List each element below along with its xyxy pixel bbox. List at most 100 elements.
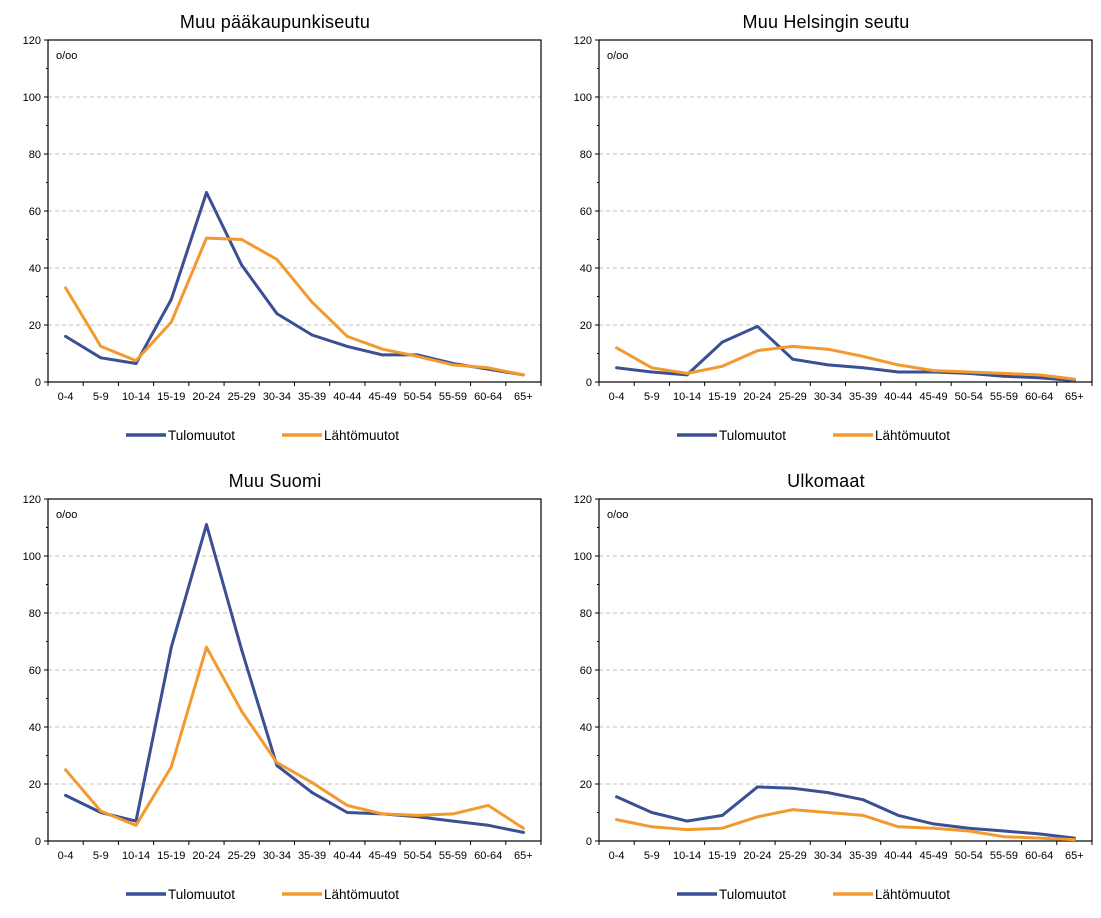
data-point [1002,374,1006,378]
x-tick-label: 35-39 [298,391,326,403]
x-tick-label: 20-24 [192,850,220,862]
data-point [345,803,349,807]
x-tick-label: 55-59 [439,850,467,862]
data-point [756,785,759,789]
x-tick-label: 35-39 [298,850,326,862]
x-tick-label: 15-19 [157,391,185,403]
x-tick-label: 10-14 [673,391,701,403]
data-point [720,826,724,830]
data-point [521,831,525,834]
chart-title: Muu pääkaupunkiseutu [179,12,371,32]
x-tick-label: 10-14 [122,391,150,403]
data-point [720,364,724,368]
unit-label: o/oo [56,50,77,62]
data-point [486,803,490,807]
data-point [416,813,420,817]
data-point [134,359,138,363]
data-point [685,828,689,831]
data-point [521,373,525,377]
data-point [310,791,314,794]
data-point [685,819,689,823]
chart-plot: 0 20 40 60 80 100 120 0-4 5-9 10-14 15-19 20-24 25-2… [574,35,1093,443]
data-point [756,815,759,819]
chart-panel-4: Ulkomaat 0 20 40 60 80 100 120 0-4 5-9 10-14 15-19… [551,459,1101,918]
data-point [650,811,654,814]
x-tick-label: 25-29 [228,391,256,403]
x-tick-label: 55-59 [990,850,1018,862]
data-point [205,191,208,194]
y-tick-label: 60 [580,206,592,218]
legend-item-lahtomuutot-label: Lähtömuutot [875,887,950,902]
x-tick-label: 55-59 [990,391,1018,403]
legend-item-tulomuutot-label: Tulomuutot [719,887,786,902]
data-point [1037,836,1041,840]
data-point [99,344,103,348]
legend-item-lahtomuutot-label: Lähtömuutot [324,428,399,443]
data-point [826,791,830,794]
data-point [275,764,279,767]
data-point [134,362,138,365]
data-point [64,335,68,338]
x-tick-label: 50-54 [404,850,432,862]
data-point [615,346,619,350]
data-point [240,238,244,241]
x-tick-label: 60-64 [1025,391,1053,403]
y-tick-label: 0 [35,836,41,848]
x-tick-label: 5-9 [644,391,660,403]
data-point [932,822,935,826]
x-tick-label: 30-34 [814,391,842,403]
data-point [896,370,900,374]
data-point [615,366,619,370]
x-tick-label: 25-29 [779,391,807,403]
data-point [381,347,384,351]
x-tick-label: 0-4 [58,391,74,403]
y-tick-label: 100 [574,551,592,563]
data-point [650,366,654,370]
x-tick-label: 45-49 [919,850,947,862]
inflow-series-line [64,523,525,834]
data-point [1002,372,1006,375]
data-point [967,370,971,374]
data-point [451,812,455,816]
y-tick-label: 20 [29,320,41,332]
data-point [345,811,349,814]
legend-item-tulomuutot-label: Tulomuutot [168,887,235,902]
y-tick-label: 40 [580,722,592,734]
data-point [205,645,208,649]
data-point [650,825,654,829]
data-point [240,709,244,713]
y-tick-label: 100 [23,92,41,104]
x-tick-label: 20-24 [743,391,771,403]
data-point [240,263,244,267]
data-point [896,363,900,367]
legend-item-lahtomuutot-label: Lähtömuutot [324,887,399,902]
x-tick-label: 15-19 [708,391,736,403]
x-tick-label: 10-14 [122,850,150,862]
x-tick-label: 45-49 [368,850,396,862]
data-point [99,809,103,813]
unit-label: o/oo [56,509,77,521]
x-tick-label: 65+ [514,391,533,403]
x-tick-label: 50-54 [955,850,983,862]
data-point [932,369,935,372]
y-tick-label: 80 [29,149,41,161]
data-point [521,826,525,830]
data-point [720,340,724,344]
legend-item-lahtomuutot-label: Lähtömuutot [875,428,950,443]
x-tick-label: 25-29 [779,850,807,862]
y-tick-label: 60 [580,665,592,677]
data-point [99,356,103,360]
chart-plot: 0 20 40 60 80 100 120 0-4 5-9 10-14 15-19 20-24 25-2… [23,35,542,443]
data-point [169,297,173,301]
chart-panel-1: Muu pääkaupunkiseutu 0 20 40 60 80 100 120 0-4 5… [0,0,550,459]
x-tick-label: 15-19 [157,850,185,862]
unit-label: o/oo [607,509,628,521]
y-tick-label: 80 [580,149,592,161]
data-point [275,761,279,765]
data-point [451,363,455,367]
y-tick-label: 40 [29,263,41,275]
x-tick-label: 45-49 [919,391,947,403]
x-tick-label: 5-9 [93,850,109,862]
y-tick-label: 120 [23,35,41,47]
data-point [1072,838,1076,841]
